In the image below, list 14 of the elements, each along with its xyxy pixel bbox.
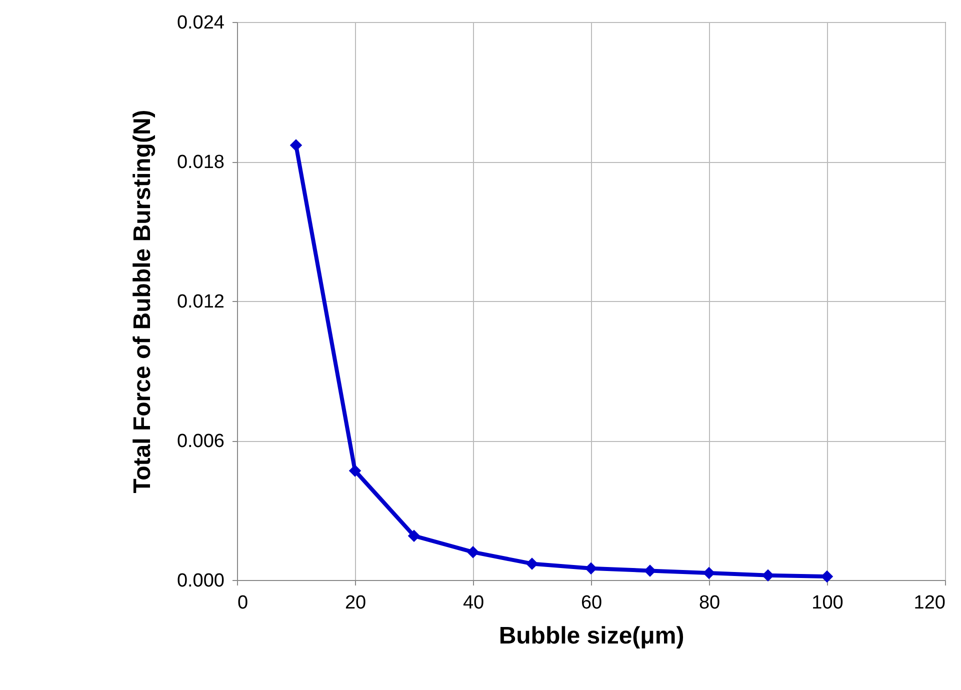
x-tick-label: 20	[344, 592, 366, 614]
x-axis-title: Bubble size(μm)	[498, 622, 684, 650]
x-tick-label: 40	[462, 592, 484, 614]
x-tick-label: 60	[580, 592, 602, 614]
y-tick-label: 0.006	[176, 431, 224, 452]
x-tick-label: 100	[812, 592, 844, 614]
y-tick-label: 0.024	[176, 12, 225, 34]
x-tick-label: 120	[914, 592, 946, 614]
x-tick-label: 0	[238, 592, 248, 614]
y-axis-title: Total Force of Bubble Bursting(N)	[128, 110, 156, 494]
x-tick-label: 80	[698, 592, 720, 614]
y-tick-label: 0.018	[176, 152, 224, 173]
y-tick-label: 0.012	[176, 292, 224, 312]
y-tick-label: 0.000	[176, 570, 224, 592]
